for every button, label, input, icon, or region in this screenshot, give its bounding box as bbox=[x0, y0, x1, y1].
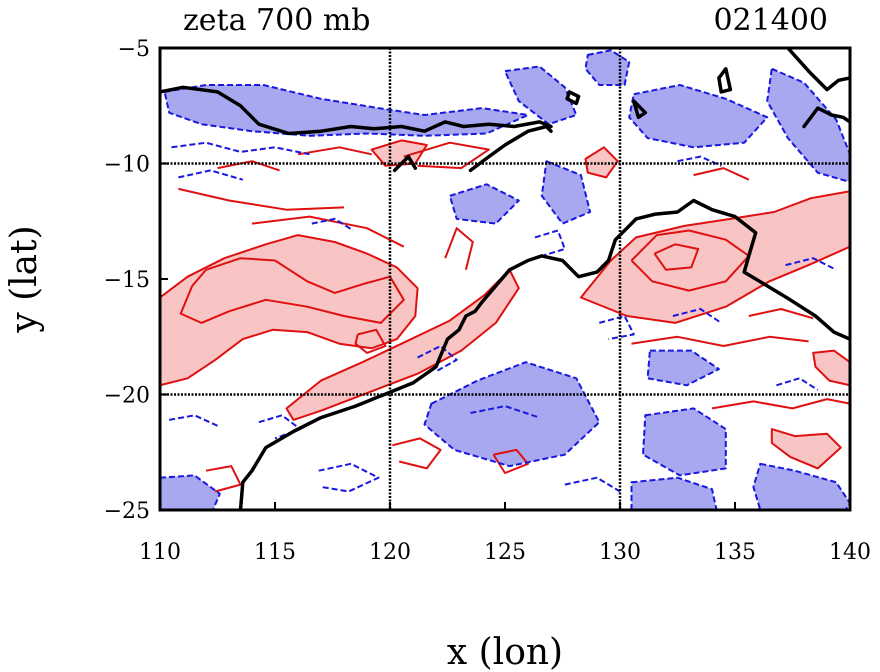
positive-vorticity-area bbox=[286, 269, 519, 420]
y-tick-label: −5 bbox=[118, 37, 150, 62]
coastline bbox=[160, 85, 553, 136]
positive-vorticity-contour bbox=[748, 308, 814, 320]
negative-vorticity-contour bbox=[584, 49, 631, 86]
coastline bbox=[717, 67, 733, 94]
y-tick-label: −15 bbox=[104, 268, 150, 293]
negative-vorticity-contour bbox=[417, 345, 458, 373]
negative-vorticity-area bbox=[631, 477, 717, 510]
positive-vorticity-contour bbox=[693, 167, 750, 181]
coastline bbox=[392, 154, 418, 173]
x-tick-label: 135 bbox=[714, 540, 756, 565]
positive-vorticity-contour bbox=[178, 187, 345, 211]
x-tick-label: 140 bbox=[829, 540, 871, 565]
negative-vorticity-area bbox=[449, 184, 519, 224]
negative-vorticity-contour bbox=[646, 349, 720, 387]
negative-vorticity-contour bbox=[318, 462, 380, 493]
positive-vorticity-area bbox=[580, 191, 850, 323]
positive-vorticity-contour bbox=[444, 227, 474, 271]
negative-vorticity-contour bbox=[752, 462, 850, 510]
negative-vorticity-contour bbox=[504, 65, 578, 126]
coastline bbox=[468, 124, 553, 173]
x-tick-label: 130 bbox=[599, 540, 641, 565]
negative-vorticity-contour bbox=[642, 407, 727, 477]
x-tick-label: 125 bbox=[484, 540, 526, 565]
coastline bbox=[632, 99, 648, 120]
map-timestamp: 021400 bbox=[713, 3, 828, 38]
negative-vorticity-contour bbox=[448, 183, 520, 225]
positive-vorticity-contour bbox=[492, 448, 529, 474]
x-tick-label: 120 bbox=[369, 540, 411, 565]
coastline bbox=[238, 198, 850, 510]
negative-vorticity-area bbox=[643, 408, 726, 476]
positive-vorticity-contour bbox=[160, 234, 419, 387]
positive-vorticity-contour bbox=[179, 257, 405, 324]
y-tick-label: −10 bbox=[104, 153, 150, 178]
gridlines bbox=[160, 48, 850, 510]
negative-vorticity-contour bbox=[423, 361, 601, 468]
x-axis-ticks: 110 115 120 125 130 135 140 bbox=[139, 502, 871, 565]
negative-vorticity-area bbox=[424, 362, 600, 467]
negative-vorticity-contour bbox=[171, 141, 310, 156]
negative-vorticity-contour bbox=[766, 67, 850, 183]
positive-vorticity-contour bbox=[711, 398, 850, 410]
negative-vorticity-contour bbox=[540, 160, 592, 225]
positive-vorticity-area bbox=[813, 350, 850, 386]
positive-vorticity-contour bbox=[205, 465, 242, 493]
positive-vorticity-area bbox=[771, 429, 841, 469]
positive-vorticity-contour bbox=[403, 141, 490, 170]
negative-vorticity-area bbox=[647, 350, 719, 386]
negative-vorticity-contour bbox=[178, 169, 244, 181]
positive-vorticity-fills bbox=[160, 140, 850, 469]
positive-vorticity-area bbox=[371, 140, 427, 166]
map-title: zeta 700 mb bbox=[183, 3, 371, 38]
positive-vorticity-contour bbox=[631, 335, 809, 347]
negative-vorticity-contour bbox=[160, 474, 221, 510]
negative-vorticity-contour bbox=[628, 84, 769, 149]
y-axis-title: y (lat) bbox=[4, 225, 45, 333]
coastline bbox=[786, 48, 850, 92]
negative-vorticity-contour bbox=[785, 257, 837, 271]
coastline bbox=[565, 90, 581, 106]
x-tick-label: 110 bbox=[139, 540, 181, 565]
negative-vorticity-area bbox=[585, 50, 630, 85]
positive-vorticity-contour bbox=[770, 428, 842, 470]
positive-vorticity-contour bbox=[579, 190, 850, 324]
negative-vorticity-area bbox=[505, 66, 577, 125]
positive-vorticity-area bbox=[160, 235, 418, 386]
positive-vorticity-contour bbox=[584, 146, 619, 179]
coastline bbox=[802, 106, 850, 129]
coastlines bbox=[160, 48, 850, 510]
negative-vorticity-contour bbox=[672, 308, 722, 324]
negative-vorticity-contour bbox=[630, 476, 718, 510]
negative-vorticity-contour bbox=[311, 217, 354, 232]
y-axis-ticks: −5 −10 −15 −20 −25 bbox=[104, 37, 168, 524]
y-tick-label: −20 bbox=[104, 384, 150, 409]
x-axis-title: x (lon) bbox=[447, 632, 563, 672]
negative-vorticity-contour bbox=[470, 405, 540, 419]
positive-vorticity-contour bbox=[653, 243, 700, 271]
negative-vorticity-area bbox=[629, 85, 768, 148]
positive-vorticity-contour bbox=[354, 328, 387, 354]
negative-vorticity-contour bbox=[564, 476, 621, 493]
negative-vorticity-area bbox=[541, 161, 591, 224]
positive-vorticity-contour bbox=[812, 349, 850, 387]
positive-vorticity-contour bbox=[370, 139, 428, 167]
positive-vorticity-contour bbox=[297, 146, 372, 156]
positive-vorticity-contour bbox=[217, 160, 280, 172]
y-tick-label: −25 bbox=[104, 499, 150, 524]
negative-vorticity-area bbox=[753, 463, 850, 510]
negative-vorticity-contour bbox=[534, 229, 566, 257]
negative-vorticity-contours bbox=[160, 49, 850, 510]
map-contents bbox=[160, 48, 850, 510]
negative-vorticity-contour bbox=[776, 377, 819, 391]
positive-vorticity-contour bbox=[251, 215, 405, 248]
negative-vorticity-area bbox=[767, 68, 850, 182]
positive-vorticity-contour bbox=[285, 268, 520, 421]
x-tick-label: 115 bbox=[254, 540, 296, 565]
negative-vorticity-contour bbox=[258, 414, 302, 440]
positive-vorticity-contours bbox=[160, 139, 850, 493]
positive-vorticity-contour bbox=[392, 437, 442, 470]
